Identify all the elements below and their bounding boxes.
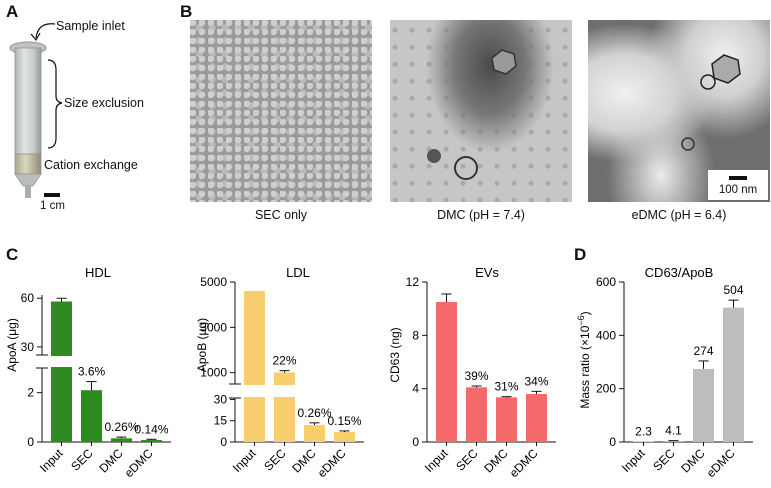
chart-title: LDL xyxy=(286,265,310,280)
y-tick-label: 0 xyxy=(220,435,227,449)
scale-bar-text: 100 nm xyxy=(718,184,758,196)
bar xyxy=(274,372,295,442)
bar xyxy=(466,387,487,442)
bar-value-label: 39% xyxy=(464,369,488,383)
cation-exchange-label: Cation exchange xyxy=(44,158,138,172)
bar-value-label: 22% xyxy=(272,354,296,368)
em-image-sec xyxy=(190,20,372,202)
y-tick-label: 200 xyxy=(596,382,616,396)
bar xyxy=(526,394,547,442)
x-tick-label: eDMC xyxy=(704,446,738,480)
x-tick-label: SEC xyxy=(453,446,481,474)
bar xyxy=(693,368,714,442)
panel-letter-a: A xyxy=(6,2,19,21)
axis-break-gap xyxy=(36,356,173,367)
scale-bar-box: 100 nm xyxy=(708,170,768,200)
em-image-edmc: 100 nm xyxy=(588,20,770,202)
x-tick-label: Input xyxy=(230,446,259,475)
y-axis-label: CD63 (ng) xyxy=(388,327,402,382)
x-tick-label: Input xyxy=(37,446,66,475)
bar-value-label: 0.14% xyxy=(134,422,168,436)
bar-value-label: 0.26% xyxy=(297,406,331,420)
em-caption-sec: SEC only xyxy=(254,208,308,222)
x-tick-label: SEC xyxy=(68,446,96,474)
x-tick-label: SEC xyxy=(261,446,289,474)
column-illustration xyxy=(9,23,63,198)
sample-inlet-label: Sample inlet xyxy=(56,19,125,33)
y-tick-label: 4 xyxy=(412,382,419,396)
em-image-dmc xyxy=(390,20,572,202)
y-tick-label: 8 xyxy=(412,328,419,342)
bar xyxy=(436,302,457,442)
scale-bar-label: 1 cm xyxy=(40,200,65,212)
bar xyxy=(496,397,517,442)
y-tick-label: 15 xyxy=(214,414,228,428)
x-tick-label: eDMC xyxy=(507,446,541,480)
y-tick-label: 3000 xyxy=(200,320,227,334)
scale-bar xyxy=(729,176,747,180)
y-tick-label: 12 xyxy=(406,275,420,289)
y-axis-label: Mass ratio (×10−6) xyxy=(576,311,592,408)
bar xyxy=(723,307,744,442)
bar xyxy=(141,440,162,442)
y-axis-label-exponent: −6 xyxy=(576,315,586,325)
x-tick-label: Input xyxy=(619,446,648,475)
chart-title: HDL xyxy=(85,265,111,280)
bar-value-label: 0.26% xyxy=(104,420,138,434)
y-tick-label: 30 xyxy=(214,392,228,406)
y-tick-label: 0 xyxy=(412,435,419,449)
panel-letter-b: B xyxy=(180,2,193,21)
x-tick-label: SEC xyxy=(650,446,678,474)
y-tick-label: 60 xyxy=(21,291,35,305)
size-exclusion-label: Size exclusion xyxy=(64,96,144,110)
y-tick-label: 0 xyxy=(27,435,34,449)
y-tick-label: 2 xyxy=(27,386,34,400)
ldl-chart: LDL ApoB (μg) 0 15 30 1000 3000 5000 Input 22% SEC… xyxy=(195,265,366,480)
panel-letter-d: D xyxy=(574,245,587,264)
bar xyxy=(334,432,355,442)
bar-value-label: 3.6% xyxy=(78,365,106,379)
bar xyxy=(81,390,102,442)
bar xyxy=(304,424,325,442)
bar-value-label: 0.15% xyxy=(327,414,361,428)
bar xyxy=(663,440,684,442)
y-tick-label: 0 xyxy=(609,435,616,449)
y-axis-label-close: ) xyxy=(578,311,592,315)
panel-letter-c: C xyxy=(6,245,19,264)
y-tick-label: 600 xyxy=(596,275,616,289)
x-tick-label: eDMC xyxy=(122,446,156,480)
axis-break-gap xyxy=(229,385,366,397)
bar-value-label: 504 xyxy=(723,283,743,297)
ratio-chart: CD63/ApoB Mass ratio (×10−6) 0 200 400 600 2.3… xyxy=(576,265,753,480)
x-tick-label: eDMC xyxy=(315,446,349,480)
bar-value-label: 4.1 xyxy=(665,424,682,438)
bar-value-label: 31% xyxy=(494,380,518,394)
chart-title: EVs xyxy=(475,265,499,280)
bar xyxy=(244,291,265,442)
bar xyxy=(51,301,72,442)
y-tick-label: 1000 xyxy=(200,366,227,380)
bar xyxy=(633,441,654,442)
y-tick-label: 400 xyxy=(596,328,616,342)
y-tick-label: 30 xyxy=(21,340,35,354)
bar-value-label: 2.3 xyxy=(635,424,652,438)
y-axis-label: ApoB (μg) xyxy=(195,318,209,372)
chart-title: CD63/ApoB xyxy=(645,265,714,280)
em-caption-dmc: DMC (pH = 7.4) xyxy=(437,208,525,222)
x-tick-label: Input xyxy=(422,446,451,475)
bar-value-label: 274 xyxy=(693,344,713,358)
y-tick-label: 5000 xyxy=(200,275,227,289)
bar xyxy=(111,438,132,442)
bar-value-label: 34% xyxy=(524,374,548,388)
y-axis-label: ApoA (μg) xyxy=(5,318,19,372)
em-caption-edmc: eDMC (pH = 6.4) xyxy=(631,208,727,222)
